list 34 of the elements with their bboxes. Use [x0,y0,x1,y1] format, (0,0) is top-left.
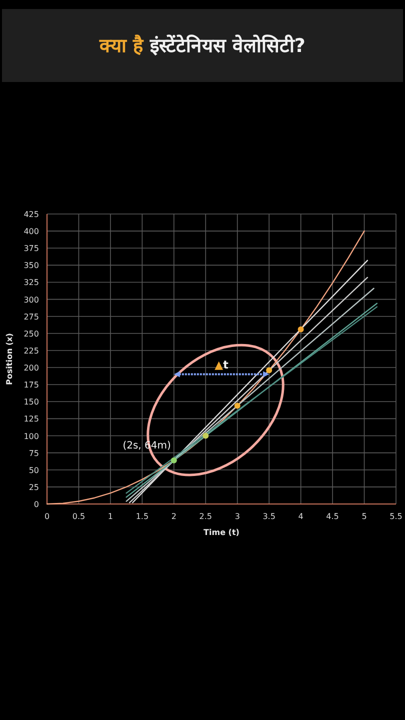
y-tick-label: 25 [28,482,39,492]
x-tick-label: 3.5 [262,512,276,521]
annotation: ▲t [214,358,228,372]
chart-title: क्या है इंस्टेंटेनियस वेलोसिटी? [98,34,306,57]
x-tick-label: 5 [362,512,367,521]
y-tick-label: 100 [24,432,39,441]
x-tick-label: 2 [171,512,176,521]
y-tick-label: 75 [28,448,39,458]
x-tick-label: 1 [108,512,113,521]
y-tick-label: 300 [24,295,39,304]
y-tick-label: 200 [24,364,39,373]
y-axis-title: Position (x) [5,333,14,385]
x-tick-label: 4.5 [326,512,339,521]
x-tick-label: 5.5 [390,512,402,521]
y-tick-label: 250 [24,329,39,338]
x-tick-label: 0.5 [72,512,86,521]
y-tick-label: 50 [28,466,39,475]
y-tick-label: 175 [24,380,39,390]
y-tick-label: 350 [24,261,39,270]
x-tick-label: 0 [44,512,50,521]
x-tick-label: 3 [234,512,240,521]
y-tick-label: 425 [24,210,39,219]
y-tick-label: 400 [24,227,39,236]
y-tick-label: 375 [24,244,39,254]
y-tick-label: 275 [24,312,39,322]
y-tick-label: 325 [24,278,39,288]
y-tick-label: 125 [24,414,39,424]
y-tick-label: 225 [24,346,39,356]
y-tick-label: 0 [34,500,39,509]
x-tick-label: 4 [298,512,304,521]
y-tick-label: 150 [24,398,39,407]
x-tick-label: 1.5 [136,512,149,521]
x-axis-title: Time (t) [204,528,240,537]
x-tick-label: 2.5 [199,512,212,521]
